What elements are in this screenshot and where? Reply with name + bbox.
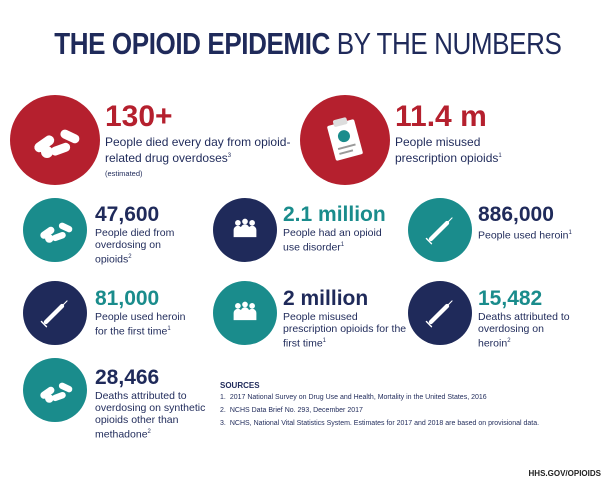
- stat-number: 11.4 m: [395, 100, 487, 133]
- description-text: People used heroin: [478, 229, 569, 242]
- source-item: 1. 2017 National Survey on Drug Use and H…: [220, 394, 600, 401]
- source-number: 2.: [220, 407, 226, 414]
- source-text: NCHS, National Vital Statistics System. …: [229, 420, 540, 427]
- source-text: 2017 National Survey on Drug Use and Hea…: [229, 394, 487, 401]
- title-text: THE OPIOID EPIDEMIC BY THE NUMBERS: [53, 26, 562, 62]
- stat-description: People died every day from opioid-relate…: [105, 135, 295, 181]
- stat-description: People used heroin1: [478, 227, 598, 242]
- stat-number: 2 million: [283, 287, 369, 310]
- description-text: People died from overdosing on opioids: [95, 227, 175, 266]
- description-text: People used heroin for the first time: [95, 311, 186, 338]
- title-bold: THE OPIOID EPIDEMIC: [53, 26, 330, 61]
- source-ref: 1: [498, 152, 502, 159]
- stat-icon: [213, 281, 277, 345]
- source-number: 3.: [220, 420, 226, 427]
- source-ref: 2: [507, 338, 511, 345]
- title-light: BY THE NUMBERS: [336, 26, 562, 61]
- source-ref: 1: [322, 338, 327, 345]
- stat-icon: [23, 358, 87, 422]
- stat-icon: [300, 95, 390, 185]
- stat-number: 28,466: [95, 366, 160, 389]
- source-ref: 2: [128, 254, 132, 261]
- source-item: 3. NCHS, National Vital Statistics System…: [220, 420, 600, 427]
- stat-note: (estimated): [105, 168, 143, 178]
- stat-number: 81,000: [95, 287, 160, 310]
- source-text: NCHS Data Brief No. 293, December 2017: [229, 407, 363, 414]
- stat-number: 886,000: [478, 203, 554, 226]
- stat-icon: [408, 281, 472, 345]
- sources-heading: SOURCES: [220, 381, 260, 390]
- source-ref: 1: [167, 326, 171, 333]
- source-ref: 2: [147, 429, 151, 436]
- description-text: People misused prescription opioids: [395, 134, 499, 165]
- description-text: People died every day from opioid-relate…: [105, 134, 291, 165]
- stat-icon: [23, 198, 87, 262]
- description-text: People misused prescription opioids for …: [283, 311, 407, 350]
- stat-icon: [10, 95, 100, 185]
- source-item: 2. NCHS Data Brief No. 293, December 2017: [220, 407, 600, 414]
- description-text: Deaths attributed to overdosing on synth…: [95, 390, 206, 441]
- source-ref: 1: [340, 242, 345, 249]
- stat-description: People misused prescription opioids for …: [283, 311, 408, 350]
- stat-number: 47,600: [95, 203, 160, 226]
- stat-description: Deaths attributed to overdosing on synth…: [95, 390, 210, 441]
- source-ref: 3: [227, 152, 232, 159]
- stat-number: 130+: [105, 100, 173, 133]
- stat-number: 2.1 million: [283, 203, 386, 226]
- source-ref: 1: [568, 230, 572, 237]
- stat-description: People misused prescription opioids1: [395, 135, 525, 165]
- stat-description: Deaths attributed to overdosing on heroi…: [478, 311, 578, 350]
- stat-description: People died from overdosing on opioids2: [95, 227, 200, 266]
- stat-description: People had an opioid use disorder1: [283, 227, 393, 254]
- sources: SOURCES 1. 2017 National Survey on Drug U…: [220, 381, 600, 433]
- stat-icon: [408, 198, 472, 262]
- description-text: Deaths attributed to overdosing on heroi…: [478, 311, 570, 350]
- stat-number: 15,482: [478, 287, 543, 310]
- footer: HHS.GOV/OPIOIDS: [528, 469, 601, 478]
- stat-icon: [23, 281, 87, 345]
- source-number: 1.: [220, 394, 226, 401]
- stat-icon: [213, 198, 277, 262]
- title: THE OPIOID EPIDEMIC BY THE NUMBERS: [0, 26, 615, 62]
- description-text: People had an opioid use disorder: [283, 227, 382, 254]
- stat-description: People used heroin for the first time1: [95, 311, 195, 338]
